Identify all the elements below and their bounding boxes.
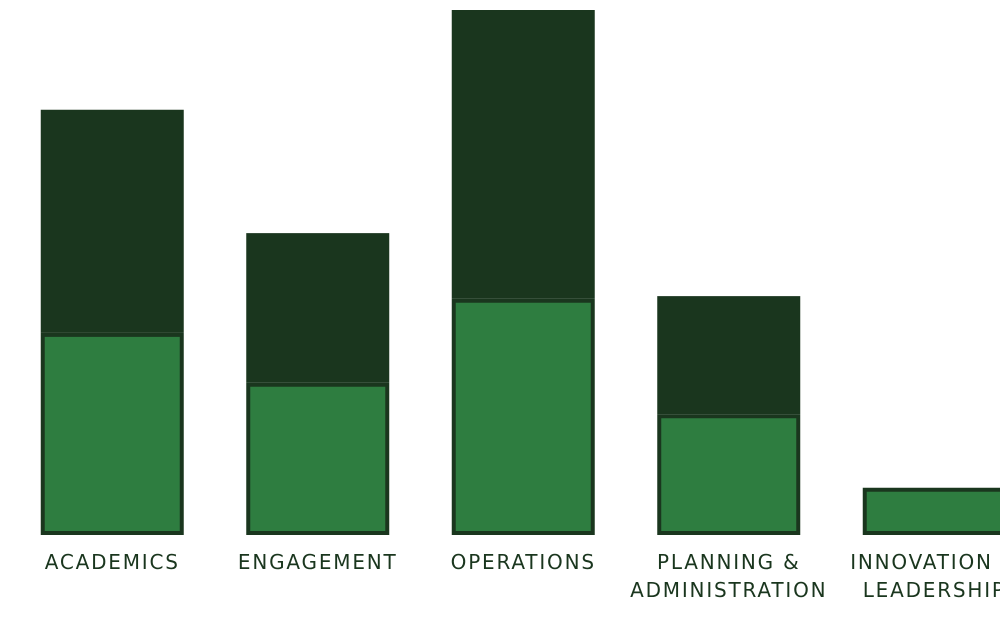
x-tick-label: ACADEMICS — [45, 550, 180, 574]
bar-segment — [40, 332, 184, 535]
bar-segment — [246, 233, 390, 383]
bar-segment — [657, 296, 801, 415]
x-tick-label-line: ACADEMICS — [45, 550, 180, 574]
x-tick-label-line: OPERATIONS — [451, 550, 596, 574]
bar-segment — [451, 298, 595, 535]
bar-segment — [862, 487, 1000, 535]
x-tick-label-line: INNOVATION & — [850, 550, 1000, 574]
x-tick-label: OPERATIONS — [451, 550, 596, 574]
x-tick-label-line: PLANNING & — [657, 550, 801, 574]
bar-segment — [451, 10, 595, 299]
bar-segment — [246, 382, 390, 535]
x-tick-label: PLANNING & ADMINISTRATION — [630, 550, 827, 602]
x-tick-label-line: ENGAGEMENT — [238, 550, 398, 574]
x-tick-label-line: ADMINISTRATION — [630, 578, 827, 602]
x-tick-label: ENGAGEMENT — [238, 550, 398, 574]
x-tick-label: INNOVATION & LEADERSHIP — [850, 550, 1000, 602]
x-tick-label-line: LEADERSHIP — [863, 578, 1000, 602]
bar-segment — [657, 414, 801, 535]
bar-segment — [40, 109, 184, 333]
